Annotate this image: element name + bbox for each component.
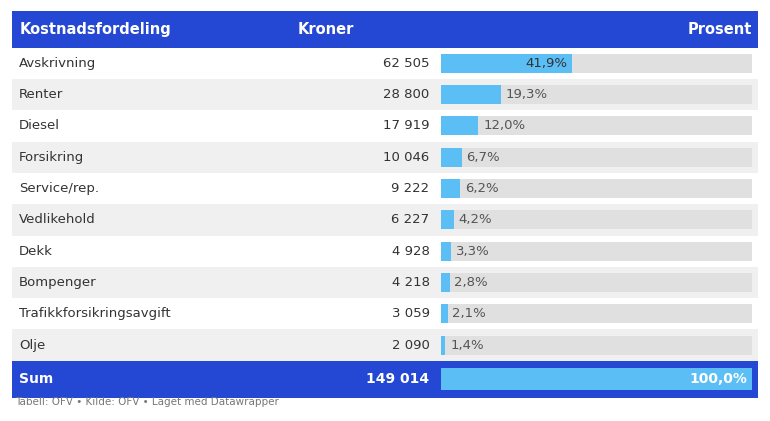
- Text: 17 919: 17 919: [383, 120, 430, 132]
- Text: Avskrivning: Avskrivning: [19, 57, 96, 70]
- Text: 12,0%: 12,0%: [483, 120, 525, 132]
- Text: 19,3%: 19,3%: [506, 88, 548, 101]
- Text: 3 059: 3 059: [392, 307, 430, 320]
- FancyBboxPatch shape: [441, 304, 447, 323]
- FancyBboxPatch shape: [441, 210, 454, 229]
- Text: Vedlikehold: Vedlikehold: [19, 213, 96, 226]
- FancyBboxPatch shape: [441, 54, 571, 73]
- FancyBboxPatch shape: [441, 304, 752, 323]
- FancyBboxPatch shape: [441, 85, 501, 104]
- FancyBboxPatch shape: [441, 54, 752, 73]
- Text: 2 090: 2 090: [392, 338, 430, 352]
- Text: 10 046: 10 046: [383, 151, 430, 164]
- FancyBboxPatch shape: [441, 179, 460, 198]
- FancyBboxPatch shape: [441, 336, 752, 354]
- Text: 28 800: 28 800: [383, 88, 430, 101]
- FancyBboxPatch shape: [12, 79, 758, 110]
- Text: 3,3%: 3,3%: [456, 245, 490, 258]
- Text: 100,0%: 100,0%: [690, 372, 748, 386]
- FancyBboxPatch shape: [441, 210, 752, 229]
- FancyBboxPatch shape: [12, 298, 758, 330]
- Text: 41,9%: 41,9%: [525, 57, 567, 70]
- Text: Renter: Renter: [19, 88, 63, 101]
- Text: 2,8%: 2,8%: [454, 276, 488, 289]
- Text: Trafikkforsikringsavgift: Trafikkforsikringsavgift: [19, 307, 171, 320]
- FancyBboxPatch shape: [12, 173, 758, 204]
- Text: Tabell: OFV • Kilde: OFV • Laget med Datawrapper: Tabell: OFV • Kilde: OFV • Laget med Dat…: [15, 397, 280, 407]
- Text: 149 014: 149 014: [367, 372, 430, 386]
- FancyBboxPatch shape: [441, 85, 752, 104]
- Text: Kroner: Kroner: [298, 21, 354, 37]
- Text: 6 227: 6 227: [391, 213, 430, 226]
- FancyBboxPatch shape: [441, 242, 451, 261]
- FancyBboxPatch shape: [12, 361, 758, 398]
- Text: Diesel: Diesel: [19, 120, 60, 132]
- Text: 6,7%: 6,7%: [467, 151, 501, 164]
- Text: 4 928: 4 928: [392, 245, 430, 258]
- FancyBboxPatch shape: [12, 141, 758, 173]
- Text: 1,4%: 1,4%: [450, 338, 484, 352]
- FancyBboxPatch shape: [441, 179, 752, 198]
- FancyBboxPatch shape: [441, 336, 446, 354]
- FancyBboxPatch shape: [12, 110, 758, 141]
- FancyBboxPatch shape: [441, 148, 752, 167]
- Text: 4,2%: 4,2%: [459, 213, 493, 226]
- Text: 6,2%: 6,2%: [465, 182, 499, 195]
- FancyBboxPatch shape: [441, 273, 752, 292]
- FancyBboxPatch shape: [441, 117, 478, 135]
- Text: Sum: Sum: [19, 372, 53, 386]
- Text: Forsikring: Forsikring: [19, 151, 85, 164]
- FancyBboxPatch shape: [12, 48, 758, 79]
- Text: 62 505: 62 505: [383, 57, 430, 70]
- Text: Prosent: Prosent: [688, 21, 752, 37]
- FancyBboxPatch shape: [12, 267, 758, 298]
- Text: 9 222: 9 222: [391, 182, 430, 195]
- Text: 4 218: 4 218: [392, 276, 430, 289]
- FancyBboxPatch shape: [12, 235, 758, 267]
- FancyBboxPatch shape: [12, 204, 758, 235]
- FancyBboxPatch shape: [441, 117, 752, 135]
- Text: Olje: Olje: [19, 338, 45, 352]
- Text: Kostnadsfordeling: Kostnadsfordeling: [19, 21, 171, 37]
- FancyBboxPatch shape: [441, 242, 752, 261]
- FancyBboxPatch shape: [12, 330, 758, 361]
- Text: 2,1%: 2,1%: [452, 307, 486, 320]
- FancyBboxPatch shape: [441, 148, 462, 167]
- FancyBboxPatch shape: [441, 368, 752, 390]
- FancyBboxPatch shape: [441, 273, 450, 292]
- Text: Dekk: Dekk: [19, 245, 53, 258]
- Text: Bompenger: Bompenger: [19, 276, 97, 289]
- FancyBboxPatch shape: [12, 11, 758, 48]
- Text: Service/rep.: Service/rep.: [19, 182, 99, 195]
